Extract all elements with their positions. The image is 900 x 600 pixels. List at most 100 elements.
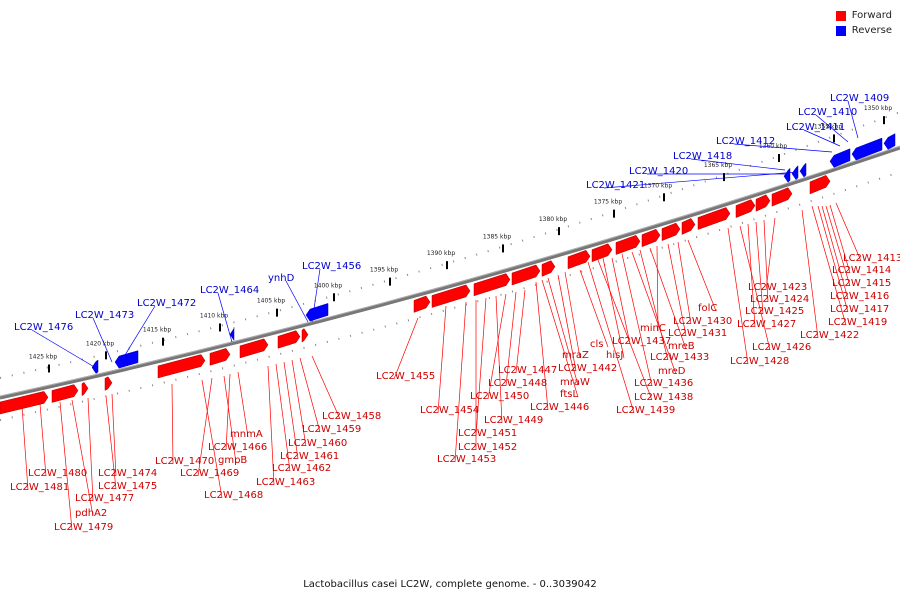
- genome-backbone: [0, 146, 900, 400]
- leader-line: [557, 274, 577, 372]
- leader-line: [171, 383, 174, 465]
- forward-gene-label: LC2W_1416: [830, 291, 889, 302]
- leader-line: [639, 249, 669, 361]
- forward-gene-label: LC2W_1417: [830, 304, 889, 315]
- forward-gene-block: [239, 338, 269, 359]
- forward-gene-label: LC2W_1461: [280, 451, 339, 462]
- figure-caption: Lactobacillus casei LC2W, complete genom…: [303, 579, 597, 590]
- leader-line: [677, 241, 692, 325]
- forward-gene-block: [641, 228, 661, 248]
- forward-gene-block: [591, 243, 613, 263]
- leader-line: [237, 371, 249, 438]
- reverse-gene-label: LC2W_1418: [673, 151, 732, 162]
- scale-tick-label: 1405 kbp: [257, 298, 285, 305]
- legend-label-forward: Forward: [851, 10, 892, 21]
- forward-gene-block: [209, 348, 231, 366]
- forward-swatch: [835, 10, 846, 21]
- forward-gene-label: LC2W_1466: [208, 442, 267, 453]
- forward-gene-block: [615, 235, 641, 255]
- forward-gene-label: pdhA2: [75, 508, 107, 519]
- forward-gene-label: LC2W_1481: [10, 482, 69, 493]
- reverse-gene-block: [229, 327, 235, 342]
- forward-gene-label: LC2W_1426: [752, 342, 811, 353]
- forward-gene-label: folC: [698, 303, 717, 314]
- forward-gene-label: mraZ: [562, 350, 589, 361]
- leader-line: [505, 291, 517, 387]
- forward-gene-label: LC2W_1470: [155, 456, 214, 467]
- leader-line: [535, 281, 549, 411]
- forward-gene-block: [473, 273, 511, 297]
- forward-gene-label: LC2W_1448: [488, 378, 547, 389]
- reverse-gene-label: LC2W_1472: [137, 298, 196, 309]
- leader-line: [71, 399, 94, 517]
- forward-gene-block: [431, 284, 471, 308]
- legend-label-reverse: Reverse: [851, 25, 892, 36]
- forward-gene-label: LC2W_1463: [256, 477, 315, 488]
- leader-line: [649, 247, 687, 350]
- leader-line: [515, 289, 526, 374]
- forward-gene-label: LC2W_1436: [634, 378, 693, 389]
- reverse-gene-label: ynhD: [268, 273, 295, 284]
- leader-line: [801, 209, 819, 339]
- leader-line: [656, 245, 659, 332]
- leader-line: [821, 205, 849, 300]
- forward-gene-label: LC2W_1468: [204, 490, 263, 501]
- forward-gene-block: [661, 222, 681, 241]
- forward-gene-label: cls: [590, 339, 604, 350]
- forward-gene-block: [104, 376, 113, 391]
- forward-gene-block: [755, 194, 771, 212]
- leader-line: [437, 305, 447, 414]
- reverse-gene-label: LC2W_1476: [14, 322, 73, 333]
- scale-tick-label: 1365 kbp: [704, 162, 732, 169]
- forward-gene-label: LC2W_1431: [668, 328, 727, 339]
- reverse-gene-block: [783, 167, 791, 183]
- leader-line: [690, 158, 786, 171]
- forward-gene-block: [567, 250, 591, 270]
- reverse-gene-block: [883, 133, 896, 150]
- scale-ticks: 1350 kbp 1355 kbp 1360 kbp 1365 kbp 1370 kbp…: [29, 105, 892, 373]
- forward-gene-label: LC2W_1428: [730, 356, 789, 367]
- forward-gene-label: LC2W_1475: [98, 481, 157, 492]
- leader-line: [21, 405, 29, 491]
- leader-line: [31, 329, 97, 369]
- reverse-gene-block: [851, 137, 883, 161]
- forward-gene-label: LC2W_1474: [98, 468, 157, 479]
- leader-line: [803, 129, 841, 147]
- forward-gene-label: LC2W_1458: [322, 411, 381, 422]
- reverse-gene-label: LC2W_1411: [786, 122, 845, 133]
- leader-line: [587, 261, 635, 414]
- leader-line: [87, 397, 94, 502]
- leader-line: [547, 277, 579, 386]
- leader-line: [755, 221, 764, 315]
- forward-gene-label: LC2W_1479: [54, 522, 113, 533]
- leader-line: [541, 279, 579, 398]
- scale-tick-label: 1420 kbp: [86, 340, 114, 347]
- forward-gene-block: [541, 260, 556, 277]
- forward-gene-block: [809, 175, 831, 195]
- forward-gene-label: LC2W_1419: [828, 317, 887, 328]
- forward-gene-label: LC2W_1477: [75, 493, 134, 504]
- forward-gene-blocks: [0, 175, 831, 415]
- forward-gene-block: [301, 328, 309, 343]
- leader-line: [747, 223, 756, 328]
- forward-gene-label: LC2W_1425: [745, 306, 804, 317]
- label-leader-lines: [21, 100, 862, 531]
- forward-gene-block: [511, 264, 541, 286]
- leader-line: [311, 355, 341, 420]
- forward-gene-block: [51, 384, 79, 403]
- reverse-gene-block: [799, 162, 807, 178]
- forward-gene-block: [277, 330, 301, 349]
- leader-line: [393, 317, 419, 380]
- leader-line: [603, 171, 798, 189]
- leader-line: [454, 301, 467, 463]
- leader-line: [739, 225, 771, 351]
- reverse-gene-labels: LC2W_1409 LC2W_1410 LC2W_1411 LC2W_1412 LC2W…: [14, 93, 889, 333]
- leader-line: [765, 217, 776, 291]
- forward-gene-label: mnmA: [230, 429, 263, 440]
- reverse-gene-block: [791, 165, 799, 181]
- leader-line: [92, 317, 113, 363]
- reverse-gene-label: LC2W_1412: [716, 136, 775, 147]
- reverse-gene-block: [91, 359, 99, 374]
- leader-line: [197, 377, 213, 477]
